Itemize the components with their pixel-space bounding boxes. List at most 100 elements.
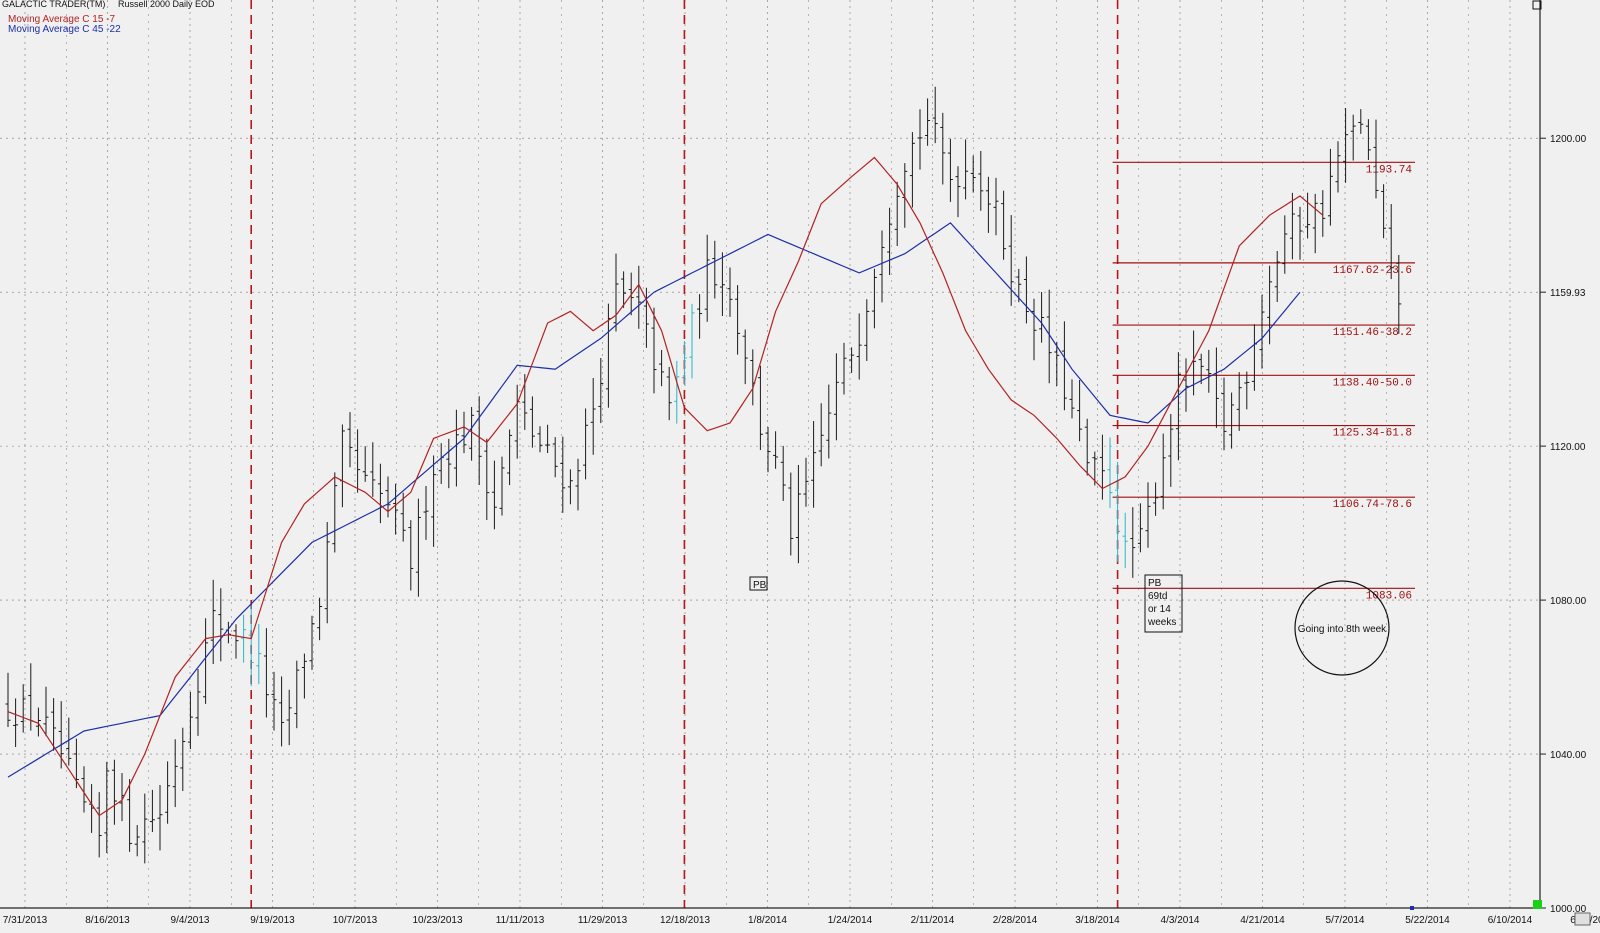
annotation-circle bbox=[1294, 580, 1390, 676]
ohlc-bar bbox=[864, 299, 870, 361]
ohlc-bar bbox=[666, 366, 672, 421]
ohlc-bar bbox=[1350, 114, 1356, 161]
pb-label-2-line-3: or 14 bbox=[1148, 604, 1171, 615]
week-circle-annotation: Going into 8th week bbox=[1294, 580, 1390, 676]
ohlc-bar bbox=[279, 676, 285, 747]
ohlc-bar bbox=[651, 307, 657, 394]
x-tick-label: 3/18/2014 bbox=[1075, 915, 1120, 926]
legend-ma-slow: Moving Average C 45 -22 bbox=[8, 24, 121, 35]
ohlc-bar bbox=[1153, 482, 1159, 516]
x-tick-label: 5/22/2014 bbox=[1405, 915, 1450, 926]
ohlc-bar bbox=[963, 139, 969, 200]
ohlc-bar bbox=[704, 234, 710, 322]
ohlc-bar bbox=[453, 409, 459, 487]
ohlc-bar bbox=[613, 253, 619, 332]
y-tick-label: 1120.00 bbox=[1550, 442, 1586, 453]
ohlc-bar bbox=[1236, 372, 1242, 431]
x-tick-label: 1/24/2014 bbox=[828, 915, 873, 926]
ohlc-bar bbox=[955, 166, 961, 218]
ohlc-bar bbox=[461, 411, 467, 454]
fib-level-label: 1193.74 bbox=[1366, 164, 1413, 176]
ohlc-bar bbox=[362, 446, 368, 482]
ohlc-bar bbox=[925, 98, 931, 146]
ohlc-bar bbox=[1282, 215, 1288, 274]
current-date-marker bbox=[1410, 906, 1414, 910]
corner-button[interactable] bbox=[1574, 912, 1591, 926]
ohlc-bar bbox=[195, 668, 201, 736]
ohlc-bar bbox=[415, 498, 421, 597]
ohlc-bar bbox=[1312, 193, 1318, 254]
ohlc-bar bbox=[1381, 184, 1387, 239]
fib-level-label: 1106.74-78.6 bbox=[1333, 499, 1412, 511]
x-tick-label: 2/11/2014 bbox=[911, 915, 955, 926]
scroll-end-marker[interactable] bbox=[1533, 900, 1542, 909]
ohlc-bar bbox=[1373, 119, 1379, 199]
ohlc-bar bbox=[1054, 341, 1060, 386]
x-tick-label: 6/10/2014 bbox=[1488, 915, 1533, 926]
fib-level-label: 1151.46-38.2 bbox=[1333, 327, 1412, 339]
ohlc-bar bbox=[1122, 512, 1128, 569]
x-tick-label: 10/7/2013 bbox=[333, 915, 378, 926]
ohlc-bar bbox=[1259, 294, 1265, 369]
ohlc-bar bbox=[833, 353, 839, 441]
ohlc-bar bbox=[978, 150, 984, 211]
ohlc-bar bbox=[66, 717, 72, 766]
ohlc-bar bbox=[1077, 380, 1083, 442]
ohlc-bar bbox=[317, 597, 323, 641]
ohlc-bar bbox=[1115, 461, 1121, 562]
ohlc-bar bbox=[917, 109, 923, 170]
ohlc-bar bbox=[499, 456, 505, 516]
ohlc-bar bbox=[1008, 215, 1014, 306]
ohlc-bar bbox=[598, 357, 604, 424]
ohlc-bar bbox=[780, 445, 786, 501]
ohlc-bar bbox=[697, 294, 703, 339]
ohlc-bar bbox=[879, 230, 885, 303]
ohlc-bar bbox=[35, 707, 41, 737]
ohlc-bar bbox=[355, 429, 361, 493]
ohlc-bar bbox=[1396, 254, 1402, 334]
app-title: GALACTIC TRADER(TM) bbox=[2, 0, 105, 9]
ohlc-bar bbox=[1175, 352, 1181, 461]
ohlc-bar bbox=[1365, 119, 1371, 160]
ohlc-bar bbox=[993, 177, 999, 236]
y-tick-label: 1000.00 bbox=[1550, 904, 1587, 915]
ohlc-bar bbox=[180, 727, 186, 792]
ohlc-bar bbox=[643, 287, 649, 348]
ohlc-bar bbox=[233, 624, 239, 659]
ohlc-bar bbox=[1335, 141, 1341, 193]
ohlc-bar bbox=[165, 761, 171, 824]
ohlc-bar bbox=[1297, 206, 1303, 260]
ohlc-bar bbox=[742, 329, 748, 385]
ohlc-bar bbox=[20, 684, 26, 733]
ohlc-bar bbox=[841, 342, 847, 395]
grid-layer bbox=[0, 0, 1540, 909]
ma-fast-line bbox=[7, 156, 1324, 817]
ohlc-bar bbox=[210, 579, 216, 665]
ohlc-bar bbox=[947, 138, 953, 202]
ohlc-bar bbox=[887, 207, 893, 276]
ohlc-bar bbox=[1358, 109, 1364, 134]
ohlc-bar bbox=[347, 412, 353, 468]
ohlc-bar bbox=[1320, 190, 1326, 237]
ohlc-bar bbox=[385, 476, 391, 518]
ohlc-bar bbox=[203, 618, 209, 704]
ohlc-bar bbox=[256, 624, 262, 685]
ohlc-bar bbox=[1016, 268, 1022, 303]
x-tick-label: 8/16/2013 bbox=[85, 915, 130, 926]
ohlc-bar bbox=[187, 691, 193, 750]
x-tick-label: 12/18/2013 bbox=[660, 915, 710, 926]
ohlc-bar bbox=[1305, 192, 1311, 239]
pb-box-1 bbox=[749, 576, 768, 591]
ohlc-bar bbox=[1061, 321, 1067, 411]
ohlc-bar bbox=[469, 406, 475, 461]
ohlc-bar bbox=[621, 271, 627, 308]
ohlc-bar bbox=[13, 698, 19, 747]
ohlc-bar bbox=[393, 483, 399, 535]
ohlc-bar bbox=[1229, 392, 1235, 449]
ohlc-bar bbox=[377, 463, 383, 524]
ohlc-bar bbox=[1388, 203, 1394, 280]
fib-level-label: 1083.06 bbox=[1366, 590, 1412, 602]
ohlc-bar bbox=[765, 426, 771, 473]
ohlc-bar bbox=[172, 739, 178, 808]
